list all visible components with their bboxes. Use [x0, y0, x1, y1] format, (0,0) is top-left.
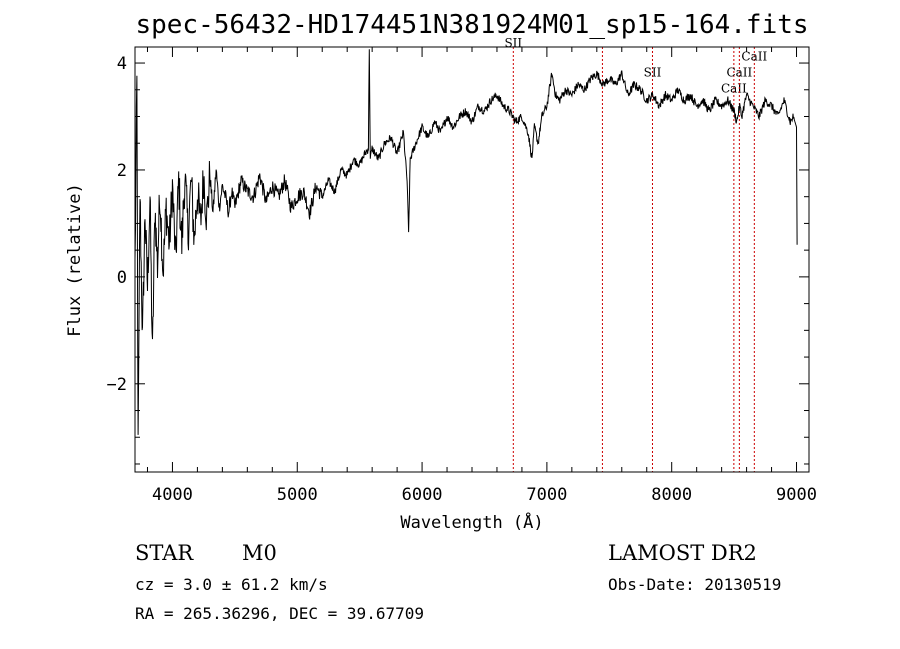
- y-axis-ticks: −2 0 2 4: [107, 54, 809, 465]
- x-axis-ticks: 4000 5000 6000 7000 8000 9000: [146, 47, 817, 505]
- observation-date: Obs-Date: 20130519: [608, 575, 781, 594]
- y-tick-label: 0: [117, 268, 127, 288]
- line-marker-label-5: CaII: [741, 49, 767, 63]
- x-tick-label: 7000: [526, 485, 567, 505]
- object-subclass: M0: [242, 541, 277, 565]
- chart-title: spec-56432-HD174451N381924M01_sp15-164.f…: [135, 10, 808, 40]
- x-tick-label: 6000: [402, 485, 443, 505]
- x-axis-label: Wavelength (Å): [400, 511, 543, 533]
- x-tick-label: 5000: [277, 485, 318, 505]
- spectral-line-markers: SII SII CaII CaII CaII: [504, 36, 767, 472]
- line-marker-label-3: CaII: [721, 81, 747, 95]
- y-tick-label: 2: [117, 161, 127, 181]
- y-tick-label: −2: [107, 375, 127, 395]
- x-tick-label: 4000: [152, 485, 193, 505]
- survey-name: LAMOST DR2: [608, 541, 757, 565]
- x-tick-label: 8000: [651, 485, 692, 505]
- spectrum-line: [134, 49, 798, 435]
- spectrum-series: [134, 49, 798, 435]
- redshift-info: cz = 3.0 ± 61.2 km/s: [135, 575, 328, 594]
- line-marker-label-2: SII: [644, 65, 662, 79]
- x-tick-label: 9000: [776, 485, 817, 505]
- y-tick-label: 4: [117, 54, 127, 74]
- line-marker-label-4: CaII: [726, 65, 752, 79]
- coordinates-info: RA = 265.36296, DEC = 39.67709: [135, 604, 424, 623]
- y-axis-label: Flux (relative): [65, 183, 85, 337]
- object-class: STAR: [135, 541, 194, 565]
- line-marker-label-0: SII: [504, 36, 522, 50]
